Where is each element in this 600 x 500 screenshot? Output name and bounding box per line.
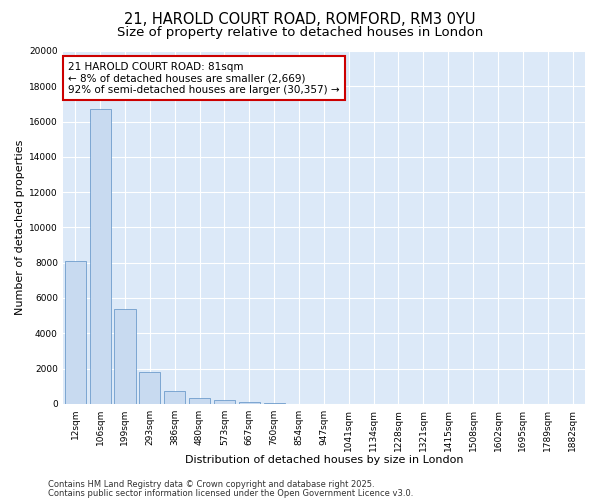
Bar — [263, 403, 285, 404]
Text: 21 HAROLD COURT ROAD: 81sqm
← 8% of detached houses are smaller (2,669)
92% of s: 21 HAROLD COURT ROAD: 81sqm ← 8% of deta… — [68, 62, 340, 95]
Bar — [65, 261, 86, 404]
Bar — [214, 400, 235, 404]
Text: Contains public sector information licensed under the Open Government Licence v3: Contains public sector information licen… — [48, 488, 413, 498]
Bar — [189, 398, 210, 404]
Bar — [89, 109, 110, 404]
Bar — [115, 308, 136, 404]
X-axis label: Distribution of detached houses by size in London: Distribution of detached houses by size … — [185, 455, 463, 465]
Text: 21, HAROLD COURT ROAD, ROMFORD, RM3 0YU: 21, HAROLD COURT ROAD, ROMFORD, RM3 0YU — [124, 12, 476, 28]
Bar — [139, 372, 160, 404]
Bar — [164, 390, 185, 404]
Y-axis label: Number of detached properties: Number of detached properties — [15, 140, 25, 315]
Text: Size of property relative to detached houses in London: Size of property relative to detached ho… — [117, 26, 483, 39]
Bar — [239, 402, 260, 404]
Text: Contains HM Land Registry data © Crown copyright and database right 2025.: Contains HM Land Registry data © Crown c… — [48, 480, 374, 489]
